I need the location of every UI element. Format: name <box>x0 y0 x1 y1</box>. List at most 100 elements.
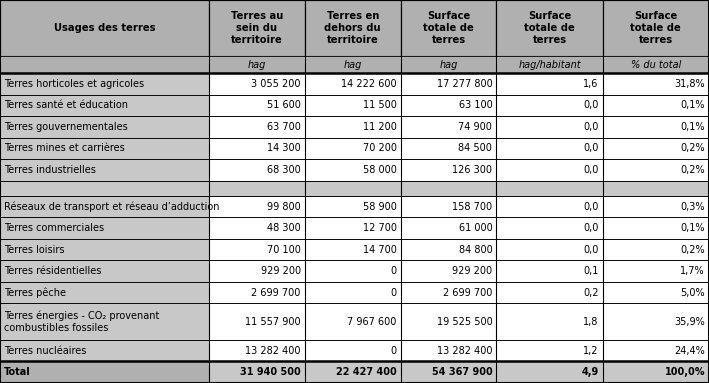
Text: Terres au
sein du
territoire: Terres au sein du territoire <box>231 11 283 44</box>
Text: 84 500: 84 500 <box>459 144 492 154</box>
Text: 14 300: 14 300 <box>267 144 301 154</box>
Bar <box>401 73 496 95</box>
Text: 0,2: 0,2 <box>583 288 598 298</box>
Text: 0,0: 0,0 <box>584 100 598 110</box>
Text: 63 100: 63 100 <box>459 100 492 110</box>
Text: Terres énergies - CO₂ provenant
combustibles fossiles: Terres énergies - CO₂ provenant combusti… <box>4 311 160 333</box>
Bar <box>603 362 709 383</box>
Bar <box>209 196 305 217</box>
Text: 2 699 700: 2 699 700 <box>252 288 301 298</box>
Text: 14 700: 14 700 <box>363 245 396 255</box>
Text: 158 700: 158 700 <box>452 201 492 211</box>
Text: Total: Total <box>4 367 30 377</box>
Text: 58 900: 58 900 <box>363 201 396 211</box>
Bar <box>496 138 603 159</box>
Text: 68 300: 68 300 <box>267 165 301 175</box>
Text: 99 800: 99 800 <box>267 201 301 211</box>
Text: 70 100: 70 100 <box>267 245 301 255</box>
Text: Surface
totale de
terres: Surface totale de terres <box>630 11 681 44</box>
Bar <box>496 282 603 303</box>
Text: hag/habitant: hag/habitant <box>518 59 581 70</box>
Text: 1,8: 1,8 <box>584 317 598 327</box>
Bar <box>603 196 709 217</box>
Text: 4,9: 4,9 <box>581 367 598 377</box>
Bar <box>401 138 496 159</box>
Bar <box>401 217 496 239</box>
Bar <box>209 362 305 383</box>
Text: 3 055 200: 3 055 200 <box>252 79 301 89</box>
Bar <box>305 159 401 181</box>
Text: 35,9%: 35,9% <box>674 317 705 327</box>
Text: 0,1%: 0,1% <box>681 223 705 233</box>
Text: 0,3%: 0,3% <box>681 201 705 211</box>
Bar <box>496 95 603 116</box>
Text: Terres industrielles: Terres industrielles <box>4 165 96 175</box>
Text: 1,2: 1,2 <box>583 346 598 356</box>
Bar <box>401 116 496 138</box>
Text: % du total: % du total <box>630 59 681 70</box>
Text: Surface
totale de
terres: Surface totale de terres <box>423 11 474 44</box>
Bar <box>305 95 401 116</box>
Text: Usages des terres: Usages des terres <box>54 23 155 33</box>
Bar <box>0 138 209 159</box>
Bar <box>209 73 305 95</box>
Bar <box>496 303 603 340</box>
Bar <box>496 73 603 95</box>
Bar <box>0 260 209 282</box>
Bar <box>209 239 305 260</box>
Text: 0,0: 0,0 <box>584 223 598 233</box>
Text: 63 700: 63 700 <box>267 122 301 132</box>
Bar <box>603 282 709 303</box>
Bar <box>496 159 603 181</box>
Bar <box>305 340 401 362</box>
Bar <box>401 196 496 217</box>
Text: 17 277 800: 17 277 800 <box>437 79 492 89</box>
Text: Terres résidentielles: Terres résidentielles <box>4 266 101 276</box>
Text: 31 940 500: 31 940 500 <box>240 367 301 377</box>
Text: 2 699 700: 2 699 700 <box>443 288 492 298</box>
Bar <box>305 239 401 260</box>
Text: 0,1%: 0,1% <box>681 100 705 110</box>
Text: Terres santé et éducation: Terres santé et éducation <box>4 100 128 110</box>
Text: 61 000: 61 000 <box>459 223 492 233</box>
Bar <box>0 362 209 383</box>
Bar <box>305 217 401 239</box>
Bar <box>401 303 496 340</box>
Bar <box>496 239 603 260</box>
Bar <box>305 116 401 138</box>
Bar <box>603 56 709 73</box>
Bar <box>305 282 401 303</box>
Bar <box>603 217 709 239</box>
Text: 0,2%: 0,2% <box>681 245 705 255</box>
Bar <box>401 181 496 196</box>
Text: 0,0: 0,0 <box>584 245 598 255</box>
Text: Terres gouvernementales: Terres gouvernementales <box>4 122 128 132</box>
Bar <box>209 0 305 56</box>
Text: 1,6: 1,6 <box>584 79 598 89</box>
Text: Réseaux de transport et réseau d’adduction: Réseaux de transport et réseau d’adducti… <box>4 201 220 212</box>
Text: 11 557 900: 11 557 900 <box>245 317 301 327</box>
Text: hag: hag <box>248 59 266 70</box>
Bar <box>0 56 209 73</box>
Bar <box>603 95 709 116</box>
Text: 7 967 600: 7 967 600 <box>347 317 396 327</box>
Bar <box>496 0 603 56</box>
Bar <box>305 138 401 159</box>
Bar <box>305 303 401 340</box>
Text: 14 222 600: 14 222 600 <box>341 79 396 89</box>
Bar <box>496 56 603 73</box>
Text: 22 427 400: 22 427 400 <box>336 367 396 377</box>
Bar <box>0 95 209 116</box>
Bar <box>0 0 209 56</box>
Bar <box>209 217 305 239</box>
Text: 126 300: 126 300 <box>452 165 492 175</box>
Text: Surface
totale de
terres: Surface totale de terres <box>524 11 575 44</box>
Text: 12 700: 12 700 <box>362 223 396 233</box>
Text: 84 800: 84 800 <box>459 245 492 255</box>
Bar <box>209 159 305 181</box>
Bar <box>305 196 401 217</box>
Bar <box>603 116 709 138</box>
Bar <box>603 138 709 159</box>
Bar <box>496 217 603 239</box>
Text: 11 500: 11 500 <box>363 100 396 110</box>
